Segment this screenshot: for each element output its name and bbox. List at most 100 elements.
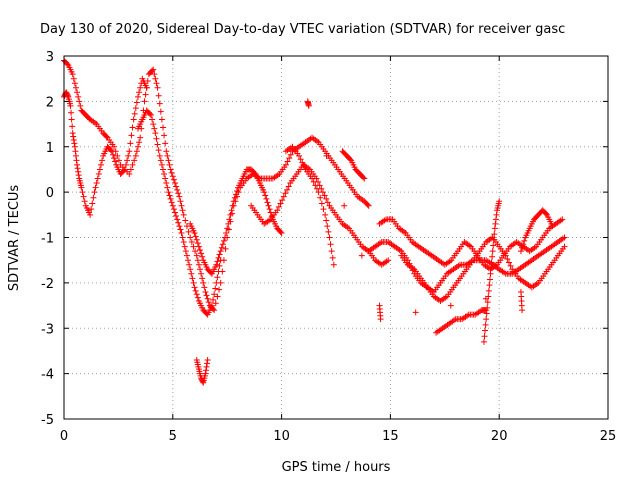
data-point: [182, 248, 189, 255]
data-point: [161, 132, 168, 139]
data-point: [165, 189, 172, 196]
data-point: [211, 291, 218, 298]
data-point: [488, 259, 495, 266]
y-tick-label: -3: [41, 322, 54, 337]
data-point: [76, 98, 83, 105]
data-point: [73, 157, 80, 164]
data-point: [231, 194, 238, 201]
data-point: [193, 291, 200, 298]
data-point: [182, 217, 189, 224]
data-point: [114, 152, 121, 159]
data-point: [282, 161, 289, 168]
data-point: [178, 202, 185, 209]
data-point: [486, 276, 493, 283]
data-point: [195, 243, 202, 250]
data-point: [183, 252, 190, 259]
data-point: [71, 80, 78, 87]
data-point: [482, 321, 489, 328]
data-point: [287, 151, 294, 158]
data-point: [215, 254, 222, 261]
data-point: [141, 98, 148, 105]
data-point: [133, 148, 140, 155]
data-point: [204, 360, 211, 367]
data-point: [341, 202, 348, 209]
data-point: [191, 284, 198, 291]
data-point: [329, 254, 336, 261]
data-point: [198, 250, 205, 257]
data-point: [483, 310, 490, 317]
data-point: [195, 261, 202, 268]
data-point: [197, 266, 203, 273]
data-point: [559, 216, 566, 223]
data-point: [198, 270, 205, 277]
data-point: [127, 140, 134, 147]
data-point: [364, 201, 371, 208]
data-point: [377, 316, 384, 323]
data-point: [120, 167, 127, 174]
data-point: [150, 66, 157, 73]
data-point: [142, 91, 149, 98]
data-point: [191, 229, 198, 236]
data-point: [489, 253, 496, 260]
chart-title: Day 130 of 2020, Sidereal Day-to-day VTE…: [40, 22, 565, 37]
data-point: [542, 210, 549, 217]
data-point: [222, 245, 229, 252]
data-point: [488, 265, 495, 272]
data-point: [186, 261, 193, 268]
y-tick-label: -2: [41, 277, 54, 292]
data-point: [279, 197, 286, 204]
data-point: [152, 130, 159, 137]
data-point: [64, 60, 71, 67]
data-point: [179, 234, 186, 241]
y-tick-label: 3: [46, 50, 54, 65]
data-point: [190, 279, 197, 286]
data-point: [493, 211, 500, 218]
data-point: [323, 217, 330, 224]
data-point: [214, 274, 221, 281]
data-point: [178, 229, 185, 236]
data-point: [194, 257, 201, 264]
data-point: [149, 116, 156, 123]
x-tick-label: 0: [60, 429, 68, 444]
data-point: [137, 84, 144, 91]
data-point: [67, 102, 74, 109]
data-point: [489, 248, 496, 255]
data-point: [213, 279, 220, 286]
data-point: [175, 219, 182, 226]
data-point: [188, 270, 195, 277]
data-point: [505, 259, 512, 266]
data-point: [193, 236, 200, 243]
data-point: [163, 148, 170, 155]
data-point: [194, 240, 201, 247]
y-tick-label: 1: [46, 141, 54, 156]
data-point: [78, 184, 85, 191]
data-point: [219, 241, 226, 248]
data-point: [504, 256, 511, 263]
x-tick-label: 25: [600, 429, 617, 444]
data-point: [103, 133, 110, 140]
data-point: [321, 192, 328, 199]
data-point: [164, 184, 171, 191]
data-point: [134, 143, 141, 150]
data-point: [99, 157, 106, 164]
data-point: [156, 100, 163, 107]
data-point: [217, 248, 224, 255]
data-point: [284, 186, 291, 193]
grid: [64, 56, 608, 419]
data-point: [146, 110, 153, 117]
data-point: [491, 231, 498, 238]
data-point: [216, 262, 223, 269]
data-point: [324, 223, 331, 230]
data-point: [278, 229, 285, 236]
data-point: [232, 191, 239, 198]
data-point: [69, 71, 76, 78]
data-point: [517, 248, 524, 255]
data-point: [222, 234, 229, 241]
data-point: [481, 333, 488, 340]
data-point: [162, 175, 169, 182]
data-point: [189, 275, 196, 282]
data-point: [169, 173, 176, 180]
y-tick-label: -4: [41, 368, 54, 383]
data-point: [233, 187, 240, 194]
data-point: [309, 175, 316, 182]
